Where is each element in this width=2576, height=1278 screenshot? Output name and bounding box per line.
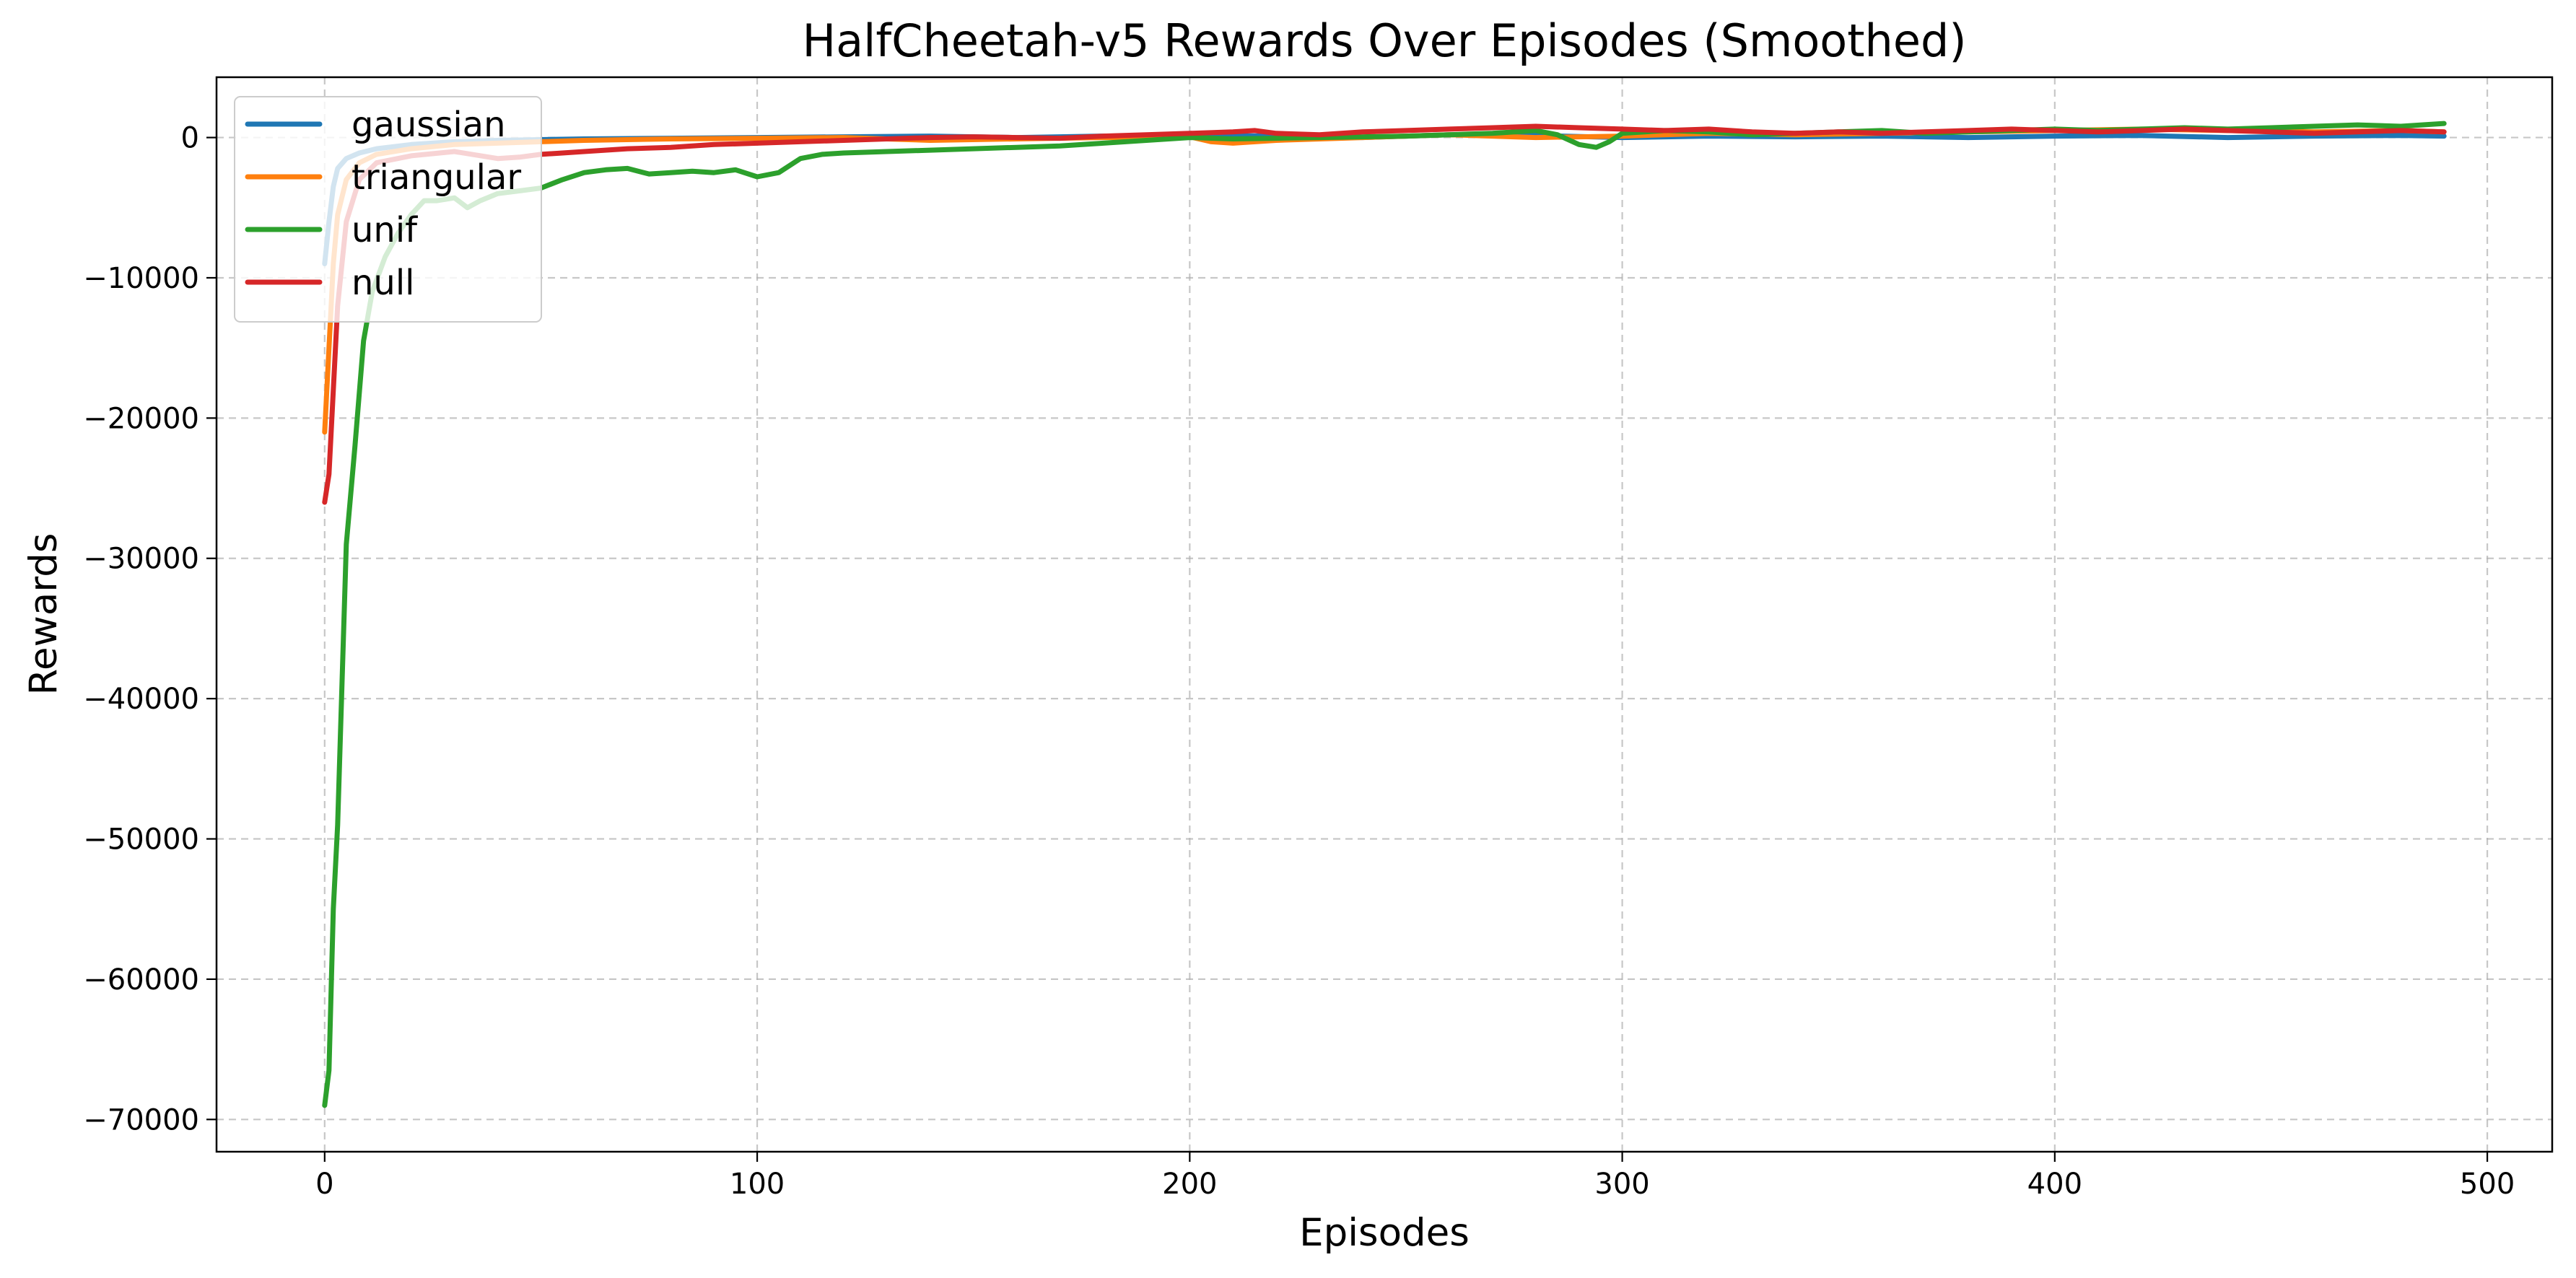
y-axis-label: Rewards [22, 533, 66, 696]
x-tick-label: 400 [2027, 1168, 2082, 1201]
y-tick-label: 0 [181, 122, 199, 155]
chart-title: HalfCheetah-v5 Rewards Over Episodes (Sm… [802, 14, 1966, 67]
y-tick-label: −70000 [83, 1103, 199, 1137]
legend: gaussian triangular unif null [234, 96, 542, 323]
y-tick-label: −30000 [83, 543, 199, 576]
y-tick-label: −60000 [83, 963, 199, 997]
y-tick-label: −40000 [83, 683, 199, 716]
y-tick-label: −10000 [83, 262, 199, 295]
x-tick-label: 0 [315, 1168, 333, 1201]
x-tick-label: 100 [730, 1168, 785, 1201]
y-tick-label: −20000 [83, 402, 199, 435]
x-tick-label: 300 [1594, 1168, 1649, 1201]
x-axis-label: Episodes [1299, 1211, 1470, 1255]
legend-box [234, 96, 542, 323]
y-tick-label: −50000 [83, 823, 199, 857]
legend-label-gaussian: gaussian [352, 105, 506, 145]
axis-ticks: 0 100 200 300 400 500 0 −10000 −20000 −30000 −4000… [83, 122, 2515, 1201]
legend-label-triangular: triangular [352, 157, 521, 198]
x-tick-label: 200 [1162, 1168, 1217, 1201]
legend-label-null: null [352, 263, 415, 303]
x-tick-label: 500 [2460, 1168, 2515, 1201]
legend-label-unif: unif [352, 210, 418, 250]
plot-frame [215, 76, 2554, 1153]
